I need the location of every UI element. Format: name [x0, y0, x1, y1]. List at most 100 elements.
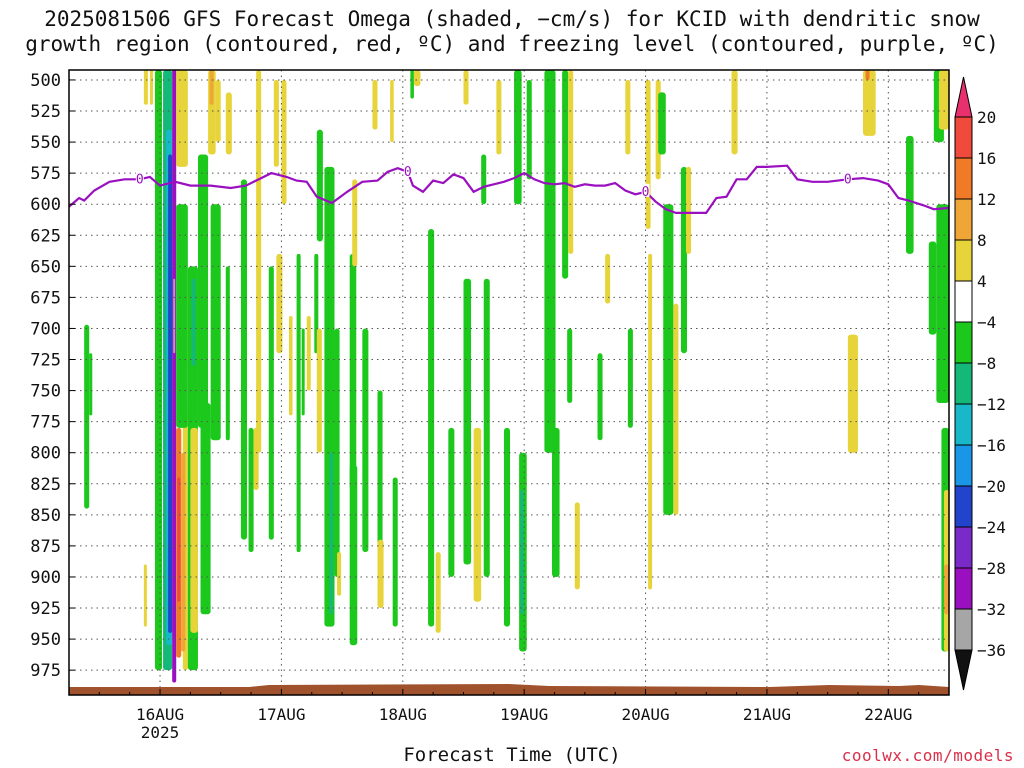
x-tick-sublabel: 2025 [141, 723, 180, 742]
x-tick-label: 22AUG [864, 705, 912, 724]
omega-region [463, 70, 469, 105]
freezing-level-label-bg [641, 183, 650, 197]
omega-region [240, 179, 248, 540]
y-tick-label: 625 [30, 226, 61, 246]
omega-region [731, 70, 738, 155]
colorbar-label: 4 [977, 272, 987, 291]
colorbar-segment [954, 403, 973, 446]
y-tick-label: 950 [30, 630, 61, 650]
omega-region [362, 328, 369, 553]
colorbar-segment [954, 526, 973, 569]
colorbar-segment [954, 116, 973, 159]
omega-region [574, 502, 580, 590]
omega-region [928, 241, 937, 335]
colorbar-label: 20 [977, 108, 996, 127]
omega-region [200, 403, 211, 615]
colorbar-label: −12 [977, 395, 1006, 414]
colorbar-label: −8 [977, 354, 996, 373]
x-axis-label: Forecast Time (UTC) [403, 744, 621, 766]
omega-region [562, 70, 569, 279]
omega-region [863, 70, 876, 136]
omega-region [301, 328, 305, 416]
omega-region [938, 70, 949, 130]
omega-region [865, 70, 870, 80]
omega-region [149, 70, 153, 105]
omega-region [514, 70, 522, 205]
omega-region [605, 253, 611, 304]
colorbar-segment [954, 198, 973, 241]
omega-region [177, 477, 181, 602]
omega-region [551, 427, 560, 577]
freezing-level-label-bg [403, 163, 412, 177]
omega-region [377, 390, 383, 577]
omega-region [847, 334, 858, 453]
colorbar-label: 8 [977, 231, 987, 250]
y-tick-label: 575 [30, 164, 61, 184]
colorbar-label: −24 [977, 518, 1006, 537]
omega-region [191, 278, 196, 366]
freezing-level-label-bg [843, 171, 852, 185]
omega-region [143, 564, 147, 627]
omega-region [943, 564, 949, 615]
omega-region [481, 154, 487, 205]
colorbar-label: −36 [977, 641, 1006, 660]
omega-region [686, 166, 692, 254]
site-credit: coolwx.com/models [841, 746, 1014, 765]
x-tick-label: 16AUG [136, 705, 184, 724]
omega-region [181, 452, 186, 652]
x-tick-label: 18AUG [379, 705, 427, 724]
omega-region [176, 70, 188, 167]
omega-region [658, 92, 666, 155]
ground-relief [69, 684, 949, 689]
colorbar-label: 12 [977, 190, 996, 209]
omega-region [906, 135, 914, 254]
omega-region [663, 204, 674, 515]
freezing-level-label: 0 [642, 185, 650, 200]
omega-region [306, 316, 311, 391]
omega-region [273, 79, 279, 167]
omega-region [483, 278, 490, 577]
colorbar-segment [954, 608, 973, 651]
y-tick-label: 850 [30, 506, 61, 526]
omega-region [143, 70, 148, 105]
colorbar-label: −32 [977, 600, 1006, 619]
omega-region [289, 316, 293, 416]
omega-region [154, 70, 163, 671]
freezing-level-line [69, 164, 949, 214]
omega-region [349, 253, 357, 490]
freezing-level-label: 0 [136, 172, 144, 187]
colorbar-segment [954, 239, 973, 282]
omega-region [372, 79, 378, 130]
colorbar-label: −28 [977, 559, 1006, 578]
omega-region [435, 552, 441, 633]
x-tick-label: 21AUG [743, 705, 791, 724]
freezing-level-label: 0 [404, 165, 412, 180]
omega-region [526, 79, 532, 180]
omega-region [392, 477, 398, 627]
omega-shading [84, 70, 949, 683]
colorbar-top-arrow [954, 76, 973, 118]
omega-region [329, 452, 333, 615]
omega-region [197, 154, 209, 428]
omega-region [625, 79, 631, 155]
colorbar-segment [954, 157, 973, 200]
freezing-level-label-bg [135, 171, 144, 185]
omega-region [567, 328, 573, 404]
colorbar-label: −16 [977, 436, 1006, 455]
omega-region [410, 70, 414, 99]
y-tick-label: 900 [30, 568, 61, 588]
omega-region [89, 353, 93, 416]
omega-region [316, 328, 322, 453]
omega-region [176, 204, 188, 428]
omega-region [377, 539, 384, 609]
omega-region [248, 427, 254, 553]
omega-region [84, 324, 90, 509]
omega-region [210, 204, 221, 441]
omega-region [173, 278, 176, 354]
colorbar-segment [954, 567, 973, 610]
colorbar-segment [954, 280, 973, 323]
y-tick-label: 800 [30, 444, 61, 464]
omega-region [413, 70, 421, 87]
omega-region [544, 70, 556, 453]
